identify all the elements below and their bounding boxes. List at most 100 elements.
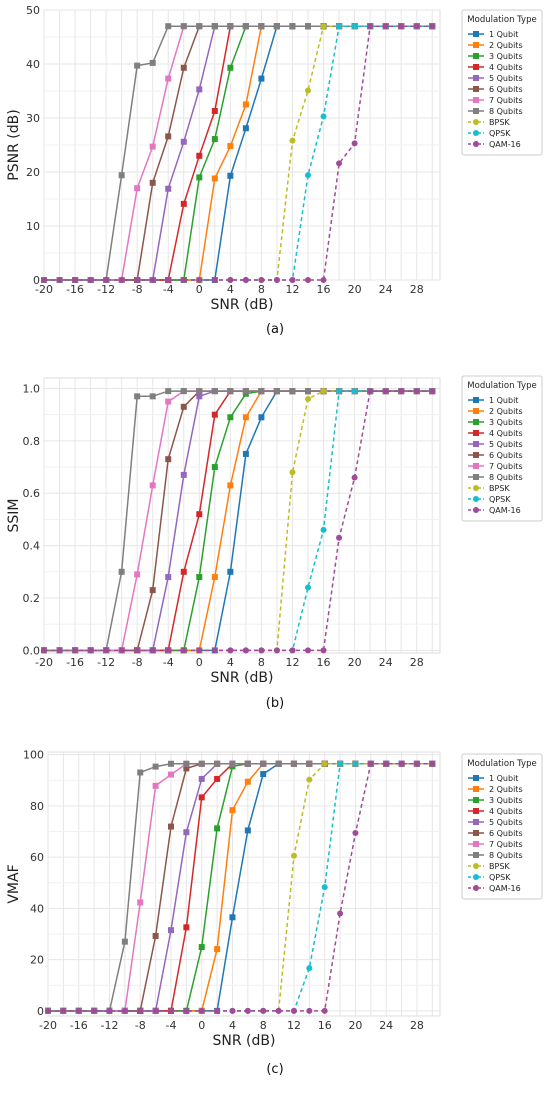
data-point [196,86,203,93]
data-point [196,511,203,518]
data-point [367,760,374,767]
data-point [214,946,221,953]
data-point [196,23,203,30]
data-point [211,277,218,283]
legend-swatch-marker [473,430,479,436]
data-point [306,760,313,767]
data-point [152,782,159,789]
legend-entry: 4 Qubits [489,429,523,438]
data-point [134,185,141,192]
data-point [196,574,203,581]
data-point [134,277,141,283]
legend-swatch-marker [473,42,479,48]
data-point [275,1007,282,1014]
x-tick-label: 28 [410,283,424,296]
data-point [258,388,265,395]
data-point [275,760,282,767]
data-point [198,1007,205,1014]
data-point [258,647,265,654]
data-point [121,1007,128,1014]
data-point [305,388,311,395]
legend-entry: 3 Qubits [489,52,523,61]
data-point [214,825,221,832]
data-point [165,647,172,654]
x-tick-label: -16 [66,656,84,669]
data-point [413,760,420,767]
data-point [305,277,311,283]
data-point [72,277,79,283]
legend-entry: 7 Qubits [489,462,523,471]
x-tick-label: -4 [163,656,174,669]
y-tick-label: 100 [23,749,44,762]
legend-swatch-marker [473,441,479,447]
data-point [305,647,311,654]
legend-swatch-marker [473,119,479,125]
legend-entry: 2 Qubits [489,41,523,50]
data-point [229,1007,236,1014]
data-point [180,277,187,283]
y-tick-label: 10 [26,220,40,233]
data-point [198,760,205,767]
data-point [244,827,251,834]
data-point [337,910,344,917]
legend-swatch-marker [473,830,479,836]
data-point [183,829,190,836]
data-point [149,587,156,594]
x-tick-label: -8 [132,283,143,296]
legend-swatch-marker [473,419,479,425]
legend-title: Modulation Type [467,381,536,391]
y-tick-label: 20 [26,166,40,179]
data-point [180,23,187,30]
data-point [121,938,128,945]
data-point [320,277,327,283]
legend-swatch-marker [473,130,479,136]
data-point [149,393,156,400]
y-tick-label: 1.0 [23,382,41,395]
legend-entry: 4 Qubits [489,63,523,72]
data-point [321,1007,328,1014]
data-point [320,526,327,533]
x-tick-label: 20 [348,283,362,296]
x-tick-label: 4 [229,1019,236,1032]
legend-swatch-marker [473,463,479,469]
x-tick-label: 8 [258,283,265,296]
x-tick-label: -12 [101,1019,119,1032]
legend-swatch-marker [473,808,479,814]
data-point [211,388,218,395]
legend-entry: 5 Qubits [489,74,523,83]
y-tick-label: 40 [30,902,44,915]
data-point [152,1007,159,1014]
data-point [336,388,343,395]
data-point [152,763,159,770]
legend-title: Modulation Type [467,15,536,25]
data-point [244,1007,251,1014]
data-point [183,765,190,772]
x-tick-label: 8 [260,1019,267,1032]
data-point [242,647,249,654]
data-point [211,647,218,654]
x-tick-label: 16 [318,1019,332,1032]
data-point [351,23,358,30]
data-point [336,23,343,30]
data-point [167,771,174,778]
legend-entry: 6 Qubits [489,829,523,838]
data-point [413,388,420,395]
data-point [227,23,234,30]
data-point [429,23,436,30]
data-point [75,1007,82,1014]
legend-entry: 7 Qubits [489,96,523,105]
x-tick-label: -8 [135,1019,146,1032]
data-point [352,829,359,836]
y-tick-label: 0.2 [23,592,41,605]
data-point [227,414,234,421]
data-point [306,776,313,783]
data-point [383,760,390,767]
y-tick-label: 0.4 [23,540,41,553]
data-point [321,884,328,891]
data-point [305,172,311,179]
data-point [180,64,187,71]
x-tick-label: 20 [348,656,362,669]
chart-panel-2: -20 -16 -12 -8 -4 0 4 8 12 16 20 24 28 0.0 0.2 0.4 0.6 0.… [6,375,543,711]
data-point [180,200,187,207]
data-point [229,760,236,767]
